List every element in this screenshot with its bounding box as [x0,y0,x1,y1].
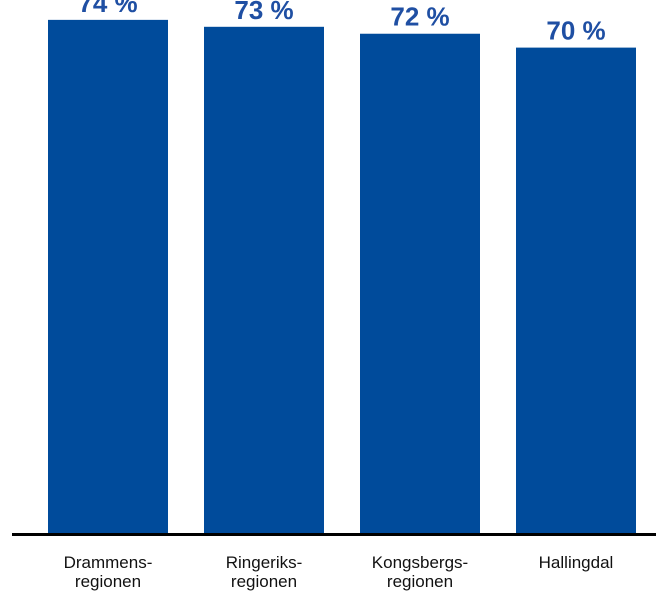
bar-2 [204,26,324,533]
category-label-4-line-1: Hallingdal [539,553,614,572]
category-label-3: Kongsbergs-regionen [372,553,468,591]
value-labels-group: 74 % 73 % 72 % 70 % [78,0,605,46]
category-label-1: Drammens-regionen [64,553,153,591]
bar-1 [48,19,168,534]
bar-3 [360,33,480,533]
category-label-1-line-2: regionen [75,572,141,591]
category-label-4: Hallingdal [539,553,614,572]
category-label-3-line-2: regionen [387,572,453,591]
value-label-4: 70 % [546,16,605,46]
category-label-2-line-1: Ringeriks- [226,553,303,572]
bars-group [48,19,636,534]
value-label-1: 74 % [78,0,137,18]
category-label-1-line-1: Drammens- [64,553,153,572]
value-label-2: 73 % [234,0,293,25]
category-label-3-line-1: Kongsbergs- [372,553,468,572]
category-label-2-line-2: regionen [231,572,297,591]
category-labels-group: Drammens-regionenRingeriks-regionenKongs… [64,553,614,591]
category-label-2: Ringeriks-regionen [226,553,303,591]
bar-4 [516,47,636,534]
value-label-3: 72 % [390,2,449,32]
